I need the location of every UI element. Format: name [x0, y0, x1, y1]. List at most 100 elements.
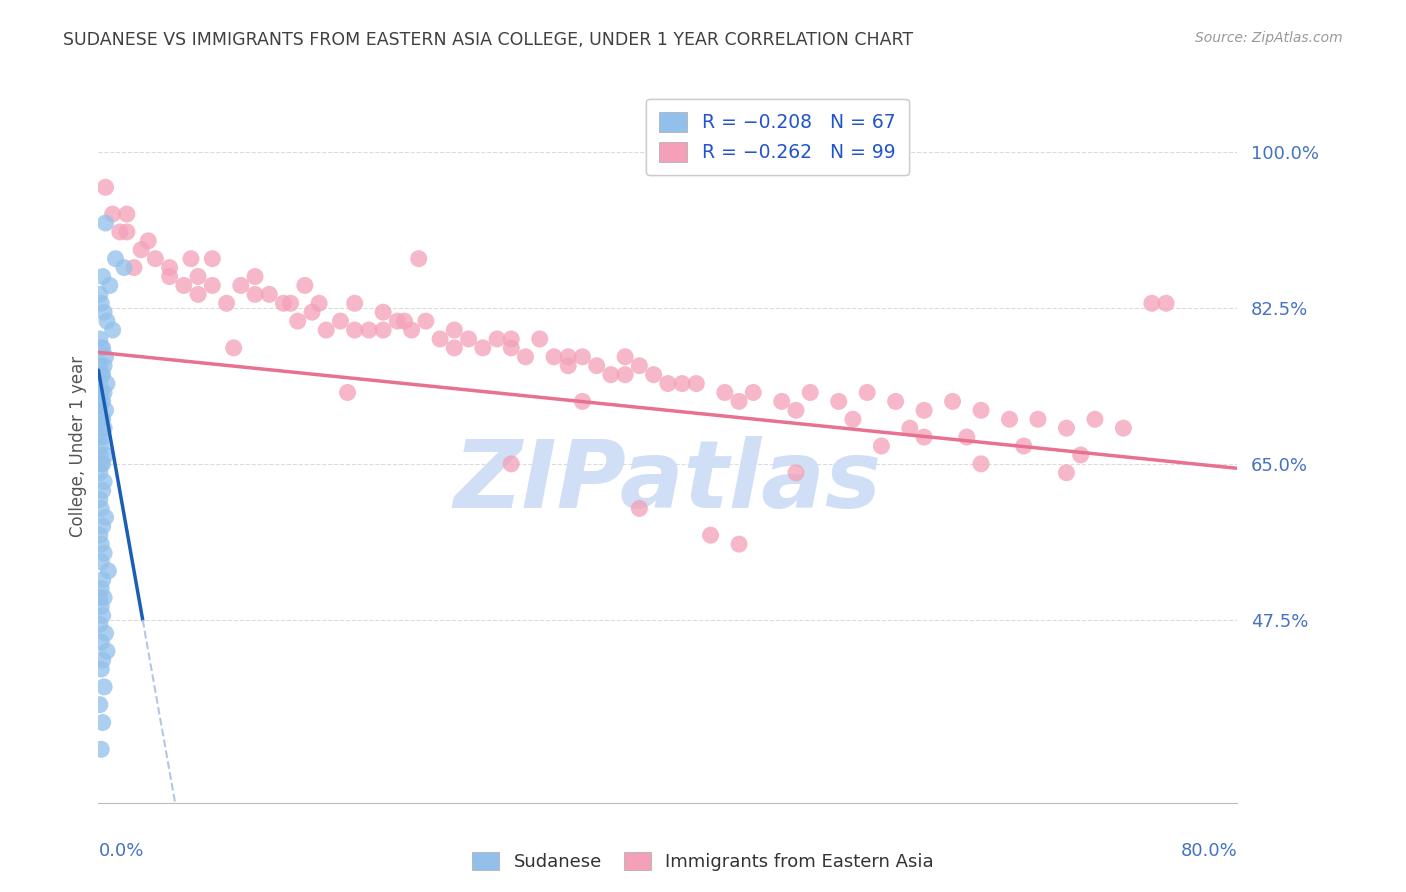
- Point: [91, 368, 114, 382]
- Point: [543, 350, 565, 364]
- Point: [90, 412, 112, 426]
- Point: [714, 385, 737, 400]
- Point: [90, 662, 112, 676]
- Point: [336, 385, 359, 400]
- Point: [93, 591, 115, 605]
- Point: [91, 412, 114, 426]
- Point: [89, 385, 111, 400]
- Point: [343, 323, 366, 337]
- Point: [870, 439, 893, 453]
- Point: [91, 519, 114, 533]
- Point: [89, 376, 111, 391]
- Point: [301, 305, 323, 319]
- Point: [443, 323, 465, 337]
- Point: [93, 385, 115, 400]
- Point: [97, 564, 120, 578]
- Point: [90, 537, 112, 551]
- Text: ZIPatlas: ZIPatlas: [454, 435, 882, 528]
- Point: [91, 573, 114, 587]
- Point: [401, 323, 423, 337]
- Point: [94, 216, 117, 230]
- Point: [89, 448, 111, 462]
- Point: [557, 359, 579, 373]
- Point: [259, 287, 281, 301]
- Point: [308, 296, 330, 310]
- Text: SUDANESE VS IMMIGRANTS FROM EASTERN ASIA COLLEGE, UNDER 1 YEAR CORRELATION CHART: SUDANESE VS IMMIGRANTS FROM EASTERN ASIA…: [63, 31, 914, 49]
- Point: [108, 225, 131, 239]
- Point: [101, 207, 124, 221]
- Point: [90, 635, 112, 649]
- Point: [785, 403, 807, 417]
- Point: [98, 278, 121, 293]
- Point: [115, 207, 138, 221]
- Point: [429, 332, 451, 346]
- Point: [93, 546, 115, 560]
- Point: [614, 350, 637, 364]
- Point: [970, 403, 993, 417]
- Point: [912, 403, 935, 417]
- Point: [1154, 296, 1177, 310]
- Point: [187, 287, 209, 301]
- Point: [287, 314, 309, 328]
- Point: [856, 385, 879, 400]
- Point: [243, 287, 266, 301]
- Point: [94, 626, 117, 640]
- Point: [91, 653, 114, 667]
- Point: [1056, 466, 1078, 480]
- Point: [685, 376, 707, 391]
- Point: [471, 341, 494, 355]
- Point: [229, 278, 252, 293]
- Point: [884, 394, 907, 409]
- Legend: R = −0.208   N = 67, R = −0.262   N = 99: R = −0.208 N = 67, R = −0.262 N = 99: [645, 99, 910, 175]
- Point: [394, 314, 416, 328]
- Point: [90, 501, 112, 516]
- Y-axis label: College, Under 1 year: College, Under 1 year: [69, 355, 87, 537]
- Point: [585, 359, 607, 373]
- Point: [600, 368, 623, 382]
- Point: [94, 403, 117, 417]
- Point: [145, 252, 167, 266]
- Point: [91, 341, 114, 355]
- Point: [90, 599, 112, 614]
- Point: [90, 457, 112, 471]
- Point: [94, 350, 117, 364]
- Point: [89, 412, 111, 426]
- Point: [89, 430, 111, 444]
- Point: [89, 287, 111, 301]
- Point: [628, 501, 651, 516]
- Text: 80.0%: 80.0%: [1181, 842, 1237, 860]
- Point: [799, 385, 821, 400]
- Point: [90, 341, 112, 355]
- Point: [136, 234, 159, 248]
- Point: [93, 421, 115, 435]
- Point: [96, 644, 118, 658]
- Point: [187, 269, 209, 284]
- Point: [571, 394, 593, 409]
- Point: [501, 341, 523, 355]
- Point: [96, 314, 118, 328]
- Point: [89, 359, 111, 373]
- Point: [1084, 412, 1107, 426]
- Point: [93, 359, 115, 373]
- Point: [387, 314, 409, 328]
- Point: [828, 394, 851, 409]
- Text: Source: ZipAtlas.com: Source: ZipAtlas.com: [1195, 31, 1343, 45]
- Point: [912, 430, 935, 444]
- Point: [842, 412, 865, 426]
- Point: [315, 323, 337, 337]
- Point: [104, 252, 127, 266]
- Point: [1070, 448, 1092, 462]
- Point: [671, 376, 693, 391]
- Point: [515, 350, 537, 364]
- Point: [408, 252, 430, 266]
- Point: [122, 260, 145, 275]
- Point: [529, 332, 551, 346]
- Point: [93, 305, 115, 319]
- Point: [101, 323, 124, 337]
- Point: [643, 368, 665, 382]
- Point: [898, 421, 921, 435]
- Point: [373, 323, 395, 337]
- Point: [94, 448, 117, 462]
- Legend: Sudanese, Immigrants from Eastern Asia: Sudanese, Immigrants from Eastern Asia: [465, 845, 941, 879]
- Point: [628, 359, 651, 373]
